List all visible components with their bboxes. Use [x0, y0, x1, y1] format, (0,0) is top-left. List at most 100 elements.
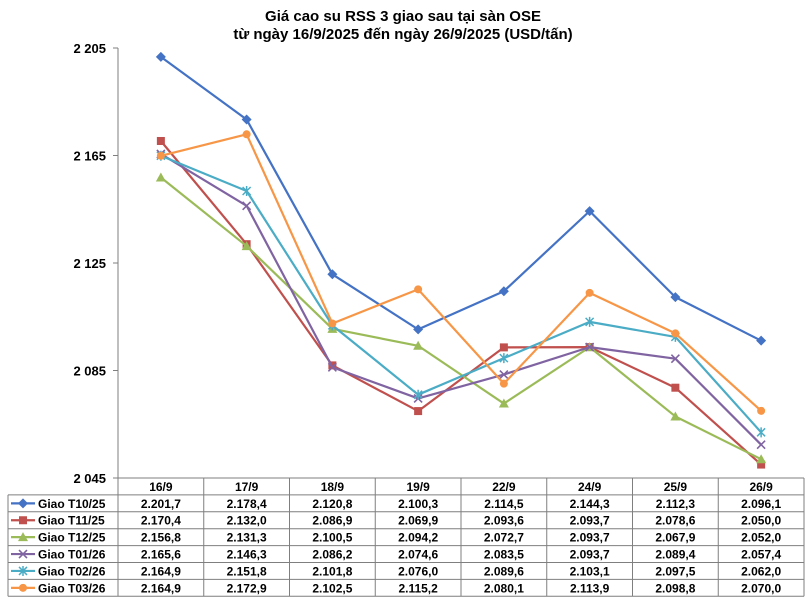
data-point-marker — [18, 565, 28, 576]
data-label: 2.072,7 — [484, 531, 524, 545]
data-label: 2.156,8 — [141, 531, 181, 545]
series-line — [160, 55, 762, 342]
data-point-marker — [585, 342, 595, 352]
data-point-marker — [414, 285, 423, 294]
data-point-marker — [241, 241, 252, 251]
data-point-marker — [241, 114, 252, 125]
data-point-marker — [18, 549, 28, 559]
data-point-marker — [499, 343, 508, 352]
data-point-marker — [498, 286, 509, 297]
data-point-marker — [499, 353, 509, 364]
data-label: 2.089,6 — [484, 564, 524, 578]
data-label: 2.100,3 — [398, 497, 438, 511]
data-point-marker — [413, 340, 424, 350]
data-label: 2.164,9 — [141, 581, 181, 595]
data-label: 2.069,9 — [398, 514, 438, 528]
data-label: 2.103,1 — [570, 564, 610, 578]
data-point-marker — [155, 172, 166, 182]
data-label: 2.078,6 — [655, 514, 695, 528]
data-label: 2.100,5 — [312, 531, 352, 545]
legend-label: Giao T03/26 — [38, 581, 106, 595]
x-tick-label: 18/9 — [321, 480, 345, 494]
data-label: 2.057,4 — [741, 548, 781, 562]
data-point-marker — [585, 288, 594, 297]
legend-label: Giao T01/26 — [38, 548, 106, 562]
data-label: 2.115,2 — [398, 581, 438, 595]
data-point-marker — [585, 316, 595, 327]
data-point-marker — [155, 51, 166, 62]
data-label: 2.201,7 — [141, 497, 181, 511]
data-label: 2.062,0 — [741, 564, 781, 578]
y-tick-label: 2 165 — [73, 149, 106, 164]
data-point-marker — [499, 379, 508, 388]
data-point-marker — [671, 383, 680, 392]
data-point-marker — [327, 269, 338, 280]
legend-label: Giao T10/25 — [38, 497, 106, 511]
series-giao-t10-25 — [155, 51, 767, 346]
series-giao-t12-25 — [155, 172, 767, 464]
data-label: 2.131,3 — [227, 531, 267, 545]
y-tick-label: 2 085 — [73, 364, 106, 379]
x-tick-label: 17/9 — [235, 480, 259, 494]
data-point-marker — [242, 130, 251, 139]
data-label: 2.067,9 — [655, 531, 695, 545]
data-point-marker — [756, 427, 766, 438]
data-point-marker — [242, 201, 252, 211]
x-tick-label: 25/9 — [664, 480, 688, 494]
data-point-marker — [18, 498, 28, 509]
data-label: 2.101,8 — [312, 564, 352, 578]
data-point-marker — [413, 324, 424, 335]
data-label: 2.052,0 — [741, 531, 781, 545]
series-line — [160, 154, 762, 434]
data-label: 2.086,9 — [312, 514, 352, 528]
x-tick-label: 19/9 — [406, 480, 430, 494]
data-label: 2.093,6 — [484, 514, 524, 528]
data-point-marker — [499, 369, 509, 380]
y-tick-label: 2 045 — [73, 471, 106, 486]
data-point-marker — [584, 206, 595, 217]
x-tick-label: 22/9 — [492, 480, 516, 494]
data-label: 2.093,7 — [570, 514, 610, 528]
data-label: 2.102,5 — [312, 581, 352, 595]
data-table: 16/9 17/9 18/9 19/9 22/9 24/9 25/9 26/9 Giao T10… — [7, 477, 805, 597]
data-point-marker — [756, 454, 767, 464]
x-tick-label: 24/9 — [578, 480, 602, 494]
data-point-marker — [671, 329, 680, 338]
data-point-marker — [757, 406, 766, 415]
data-point-marker — [156, 136, 165, 145]
data-label: 2.114,5 — [484, 497, 524, 511]
data-label: 2.120,8 — [312, 497, 352, 511]
chart-subtitle: từ ngày 16/9/2025 đến ngày 26/9/2025 (US… — [233, 26, 572, 43]
data-label: 2.093,7 — [570, 531, 610, 545]
data-point-marker — [328, 319, 337, 328]
data-label: 2.094,2 — [398, 531, 438, 545]
data-point-marker — [156, 151, 165, 160]
data-point-marker — [757, 460, 766, 469]
data-point-marker — [327, 362, 337, 372]
legend-label: Giao T12/25 — [38, 531, 106, 545]
data-label: 2.074,6 — [398, 548, 438, 562]
data-point-marker — [414, 407, 423, 416]
data-label: 2.070,0 — [741, 581, 781, 595]
data-point-marker — [19, 516, 27, 525]
data-label: 2.076,0 — [398, 564, 438, 578]
data-label: 2.086,2 — [312, 548, 352, 562]
data-point-marker — [242, 185, 252, 196]
series-line — [160, 152, 762, 446]
x-tick-label: 16/9 — [149, 480, 173, 494]
series-line — [160, 140, 762, 466]
data-label: 2.170,4 — [141, 514, 181, 528]
data-label: 2.080,1 — [484, 581, 524, 595]
series-line — [160, 176, 762, 461]
data-label: 2.132,0 — [227, 514, 267, 528]
y-axis: 2 045 2 085 2 125 2 165 2 205 — [73, 41, 119, 486]
data-label: 2.144,3 — [570, 497, 610, 511]
data-point-marker — [670, 292, 681, 303]
legend-label: Giao T02/26 — [38, 564, 106, 578]
data-point-marker — [498, 398, 509, 408]
data-label: 2.113,9 — [570, 581, 610, 595]
data-label: 2.097,5 — [655, 564, 695, 578]
data-point-marker — [670, 411, 681, 421]
data-label: 2.178,4 — [227, 497, 267, 511]
